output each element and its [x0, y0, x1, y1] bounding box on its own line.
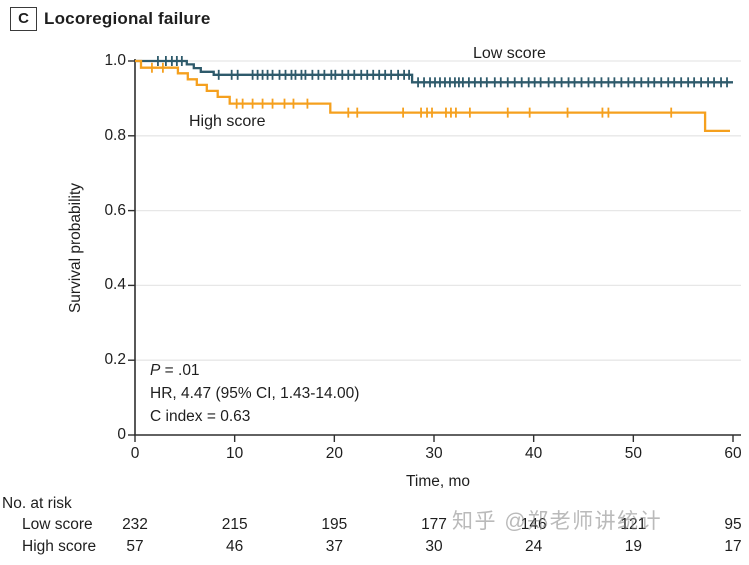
- y-tick-label: 0.8: [104, 126, 126, 144]
- y-tick-label: 0: [117, 426, 126, 443]
- y-tick-label: 0.4: [104, 276, 126, 294]
- risk-count: 19: [624, 538, 642, 555]
- p-value: = .01: [160, 362, 200, 379]
- p-symbol: P: [150, 362, 161, 379]
- c-index-line: C index = 0.63: [150, 408, 251, 425]
- series-label-high-score: High score: [189, 113, 266, 130]
- risk-row-label: Low score: [22, 516, 93, 533]
- risk-count: 95: [724, 516, 742, 533]
- x-tick-label: 40: [525, 445, 543, 462]
- risk-count: 57: [126, 538, 144, 555]
- hazard-ratio-line: HR, 4.47 (95% CI, 1.43-14.00): [150, 385, 360, 402]
- risk-count: 146: [520, 516, 547, 533]
- risk-row: High score 57 46 37 30 24 19 17: [0, 538, 749, 558]
- risk-table-heading: No. at risk: [2, 495, 72, 512]
- risk-count: 232: [122, 516, 148, 533]
- risk-count: 177: [421, 516, 447, 533]
- x-axis-title: Time, mo: [405, 473, 470, 490]
- risk-row: Low score 232 215 195 177 146 121 95: [0, 516, 749, 536]
- risk-count: 46: [226, 538, 244, 555]
- risk-count: 215: [221, 516, 248, 533]
- x-tick-label: 50: [624, 445, 642, 462]
- x-tick-label: 60: [724, 445, 742, 462]
- survival-curve-low-score: [135, 59, 733, 84]
- stats-annotation: P = .01 HR, 4.47 (95% CI, 1.43-14.00) C …: [150, 359, 359, 428]
- risk-count: 30: [425, 538, 443, 555]
- series-label-low-score: Low score: [473, 45, 546, 62]
- y-tick-label: 0.2: [104, 351, 126, 369]
- y-tick-label: 1.0: [104, 52, 126, 69]
- x-tick-label: 20: [325, 445, 343, 462]
- figure-title: Locoregional failure: [44, 9, 211, 28]
- panel-label: C: [10, 7, 37, 31]
- risk-count: 121: [620, 516, 647, 533]
- risk-count: 17: [724, 538, 742, 555]
- survival-curve-high-score: [135, 59, 730, 133]
- risk-row-label: High score: [22, 538, 97, 555]
- y-tick-label: 0.6: [104, 201, 126, 219]
- watermark: 知乎 @郑老师讲统计: [452, 510, 663, 533]
- x-tick-label: 10: [226, 445, 244, 462]
- risk-count: 37: [325, 538, 343, 555]
- p-value-line: P = .01: [150, 359, 359, 382]
- x-tick-label: 30: [425, 445, 443, 462]
- risk-count: 195: [321, 516, 348, 533]
- y-axis-title: Survival probability: [67, 182, 84, 314]
- risk-count: 24: [525, 538, 543, 555]
- x-tick-label: 0: [130, 445, 140, 462]
